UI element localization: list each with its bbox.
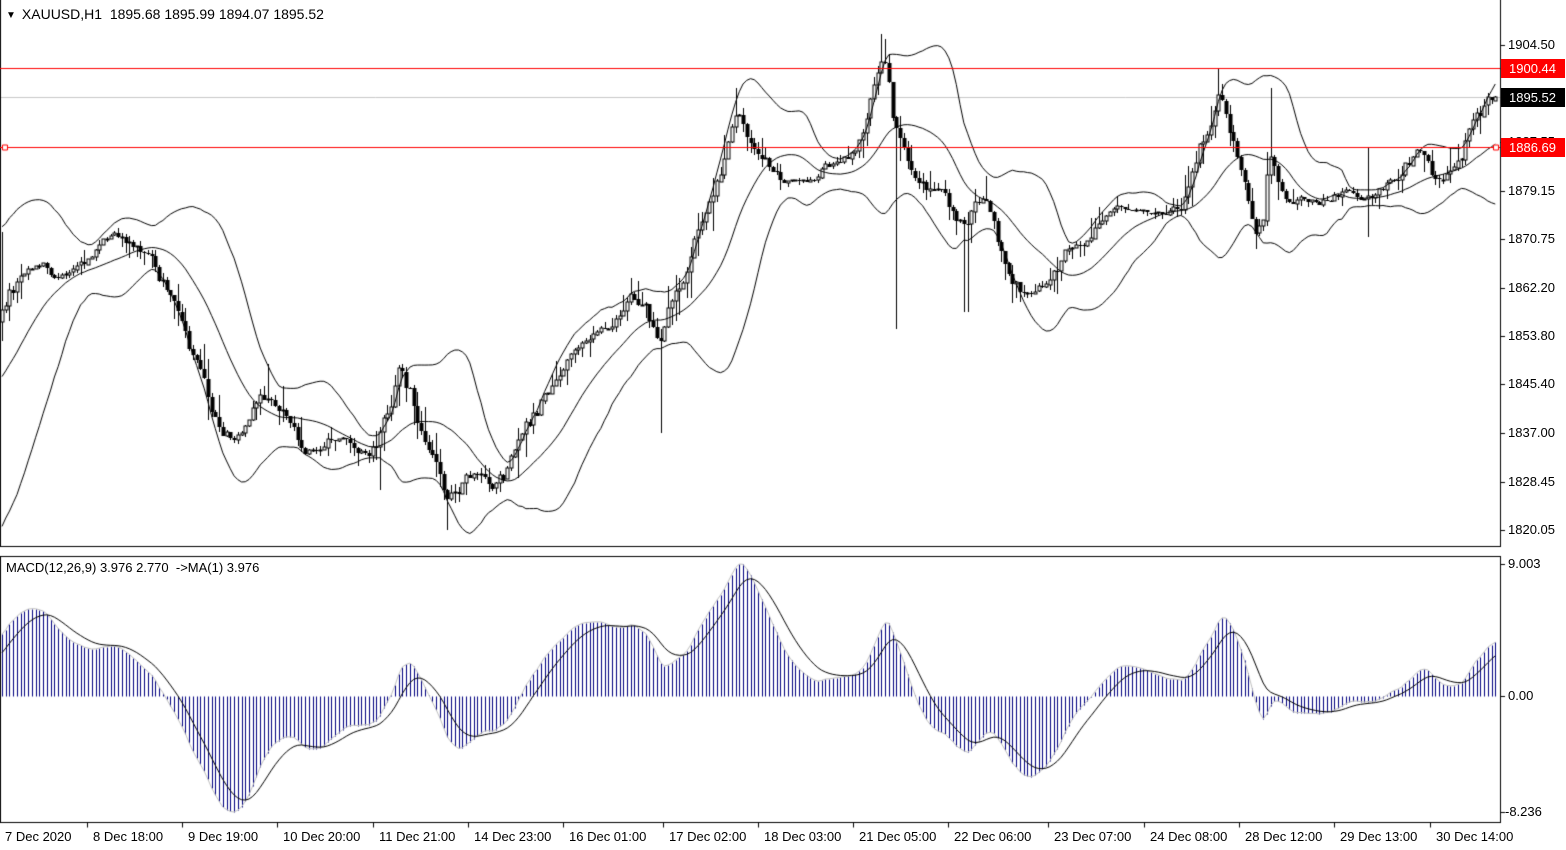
macd-axis-max: 9.003 <box>1508 556 1541 571</box>
time-axis-label: 17 Dec 02:00 <box>669 829 747 844</box>
support-price-box: 1886.69 <box>1501 138 1565 157</box>
time-axis-label: 21 Dec 05:00 <box>859 829 937 844</box>
chevron-down-icon[interactable]: ▼ <box>6 10 16 21</box>
macd-indicator-label: MACD(12,26,9) 3.976 2.770 ->MA(1) 3.976 <box>6 560 260 575</box>
time-axis-label: 24 Dec 08:00 <box>1150 829 1228 844</box>
current-price-box: 1895.52 <box>1501 88 1565 107</box>
time-axis-label: 10 Dec 20:00 <box>283 829 361 844</box>
time-axis-label: 7 Dec 2020 <box>5 829 72 844</box>
price-axis-label: 1904.50 <box>1508 37 1555 52</box>
macd-signal-value: 2.770 <box>136 560 169 575</box>
price-axis-label: 1879.15 <box>1508 183 1555 198</box>
low-value: 1894.07 <box>218 6 270 22</box>
resistance-price-box: 1900.44 <box>1501 59 1565 78</box>
time-axis-label: 11 Dec 21:00 <box>379 829 456 844</box>
price-axis-label: 1862.20 <box>1508 280 1555 295</box>
time-axis-label: 30 Dec 14:00 <box>1436 829 1514 844</box>
ohlc-header: ▼ XAUUSD,H1 1895.68 1895.99 1894.07 1895.… <box>6 6 324 38</box>
time-axis-label: 8 Dec 18:00 <box>93 829 164 844</box>
time-axis-label: 28 Dec 12:00 <box>1245 829 1323 844</box>
symbol-timeframe: XAUUSD,H1 <box>21 6 103 22</box>
price-axis-label: 1845.40 <box>1508 376 1555 391</box>
price-axis-label: 1853.80 <box>1508 328 1555 343</box>
price-axis-label: 1828.45 <box>1508 474 1555 489</box>
time-axis-label: 23 Dec 07:00 <box>1054 829 1132 844</box>
time-axis-label: 14 Dec 23:00 <box>474 829 552 844</box>
macd-axis-min: -8.236 <box>1505 804 1542 819</box>
time-axis-label: 9 Dec 19:00 <box>188 829 259 844</box>
macd-overlay-label: ->MA(1) 3.976 <box>175 560 260 575</box>
high-value: 1895.99 <box>164 6 215 22</box>
close-value: 1895.52 <box>273 6 324 22</box>
macd-axis-zero: 0.00 <box>1508 688 1534 703</box>
time-axis-label: 22 Dec 06:00 <box>954 829 1032 844</box>
price-axis-label: 1820.05 <box>1508 522 1555 537</box>
price-axis-label: 1837.00 <box>1508 425 1555 440</box>
time-axis-label: 29 Dec 13:00 <box>1340 829 1418 844</box>
price-axis-label: 1870.75 <box>1508 231 1555 246</box>
time-axis-label: 18 Dec 03:00 <box>764 829 842 844</box>
macd-main-value: 3.976 <box>99 560 133 575</box>
open-value: 1895.68 <box>109 6 161 22</box>
time-axis-label: 16 Dec 01:00 <box>569 829 647 844</box>
